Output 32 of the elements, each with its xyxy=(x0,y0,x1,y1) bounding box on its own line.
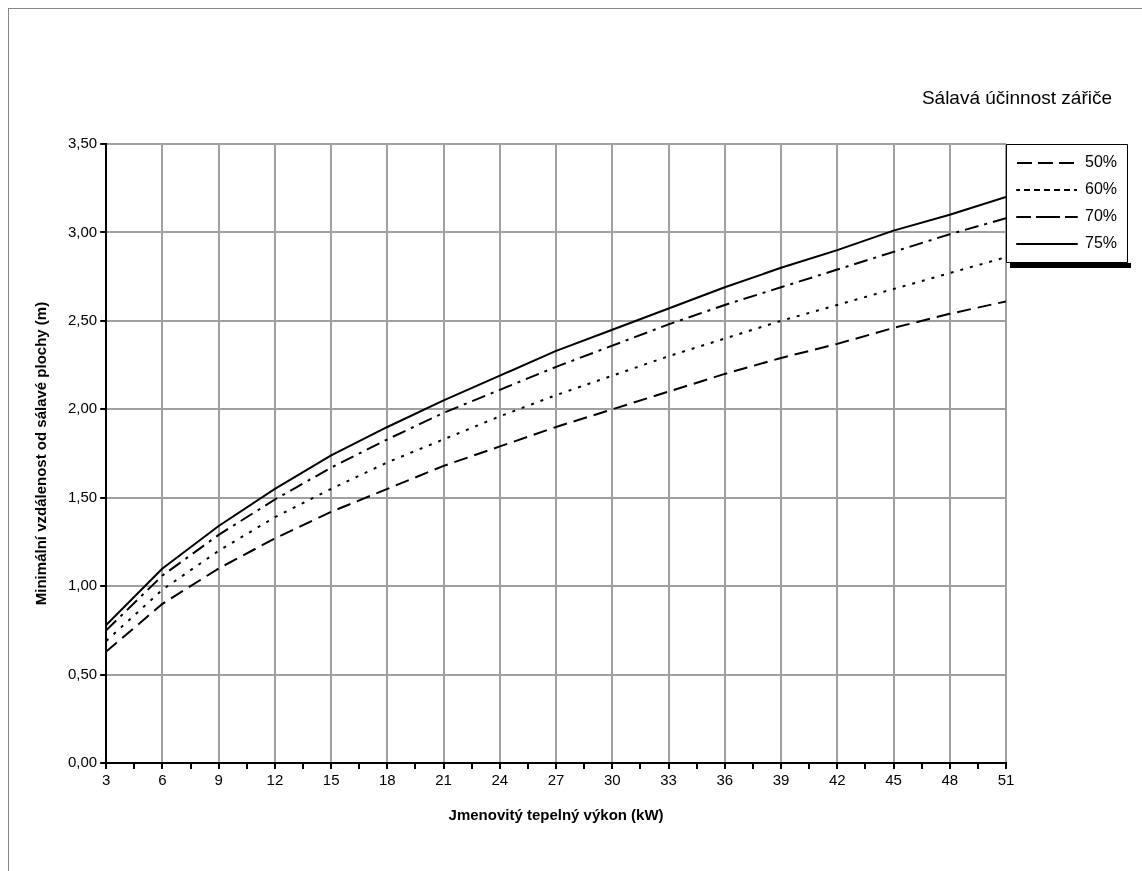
legend-title: Sálavá účinnost zářiče xyxy=(921,87,1112,109)
y-tick-label: 1,00 xyxy=(67,576,98,594)
y-tick-label: 2,00 xyxy=(67,399,98,417)
x-tick-label: 45 xyxy=(885,771,902,789)
x-tick-label: 6 xyxy=(158,771,167,789)
x-tick-label: 21 xyxy=(435,771,452,789)
y-tick-label: 2,50 xyxy=(67,311,98,328)
x-tick-label: 15 xyxy=(322,771,340,789)
legend-label: 75% xyxy=(1084,234,1118,252)
y-tick-label: 1,50 xyxy=(67,487,98,505)
x-axis-title: Jmenovitý tepelný výkon (kW) xyxy=(448,806,664,824)
x-tick-label: 42 xyxy=(828,771,846,789)
legend-label: 60% xyxy=(1084,180,1118,198)
y-axis-title: Minimální vzdálenost od sálavé plochy (m) xyxy=(32,301,50,606)
x-tick-label: 51 xyxy=(997,771,1015,789)
x-tick-label: 12 xyxy=(266,771,284,789)
x-tick-label: 30 xyxy=(603,771,621,789)
y-tick-label: 3,00 xyxy=(67,222,98,240)
x-tick-label: 39 xyxy=(772,771,790,789)
y-tick-label: 3,50 xyxy=(67,134,98,152)
x-tick-label: 36 xyxy=(716,771,734,789)
x-tick-label: 9 xyxy=(214,771,223,789)
x-tick-label: 27 xyxy=(547,771,565,789)
x-tick-label: 3 xyxy=(102,771,111,789)
x-tick-label: 33 xyxy=(660,771,677,789)
x-tick-label: 18 xyxy=(379,771,396,789)
x-tick-label: 24 xyxy=(491,771,509,789)
legend-label: 50% xyxy=(1084,153,1118,171)
legend-label: 70% xyxy=(1084,207,1118,225)
x-tick-label: 48 xyxy=(941,771,959,789)
y-tick-label: 0,00 xyxy=(67,753,98,771)
y-tick-label: 0,50 xyxy=(67,664,98,682)
